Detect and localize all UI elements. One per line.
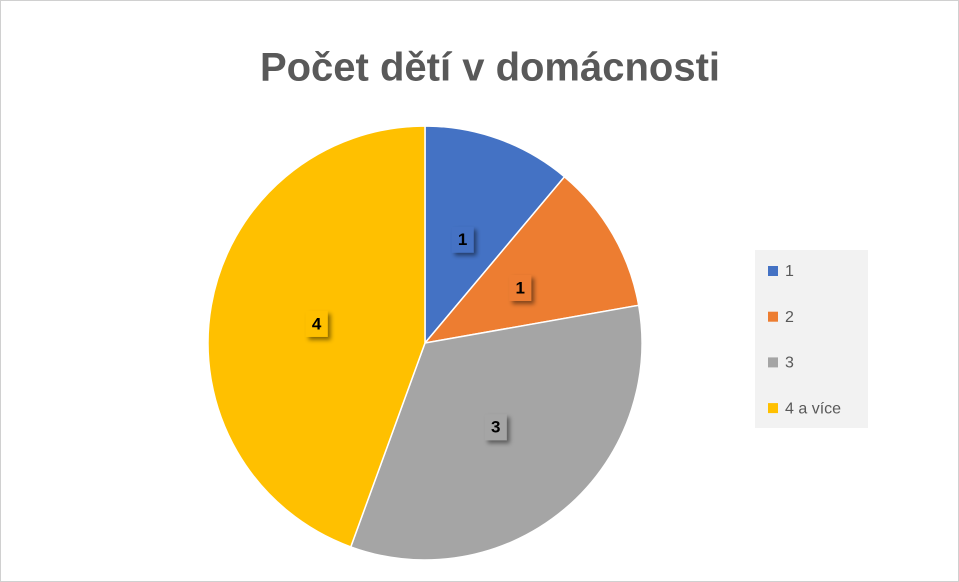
pie-slice: [423, 175, 640, 345]
legend-swatch: [768, 266, 778, 276]
legend-swatch: [768, 311, 778, 322]
chart-title: Počet dětí v domácnosti: [260, 46, 720, 90]
data-label-box: [451, 226, 474, 253]
legend-box: [755, 250, 868, 428]
data-label-box: [305, 310, 328, 337]
data-label: 1: [516, 278, 525, 297]
legend-label: 4 a více: [785, 400, 841, 417]
data-label-box: [484, 414, 507, 441]
legend-swatch: [768, 403, 778, 414]
legend-swatch: [768, 357, 778, 368]
legend-label: 2: [785, 309, 794, 326]
data-label: 4: [312, 314, 322, 333]
data-label: 3: [491, 418, 500, 437]
legend-label: 3: [785, 355, 794, 372]
data-label-box: [509, 275, 532, 301]
data-label: 1: [458, 230, 467, 249]
pie-slice: [424, 125, 566, 346]
legend-label: 1: [785, 263, 794, 280]
